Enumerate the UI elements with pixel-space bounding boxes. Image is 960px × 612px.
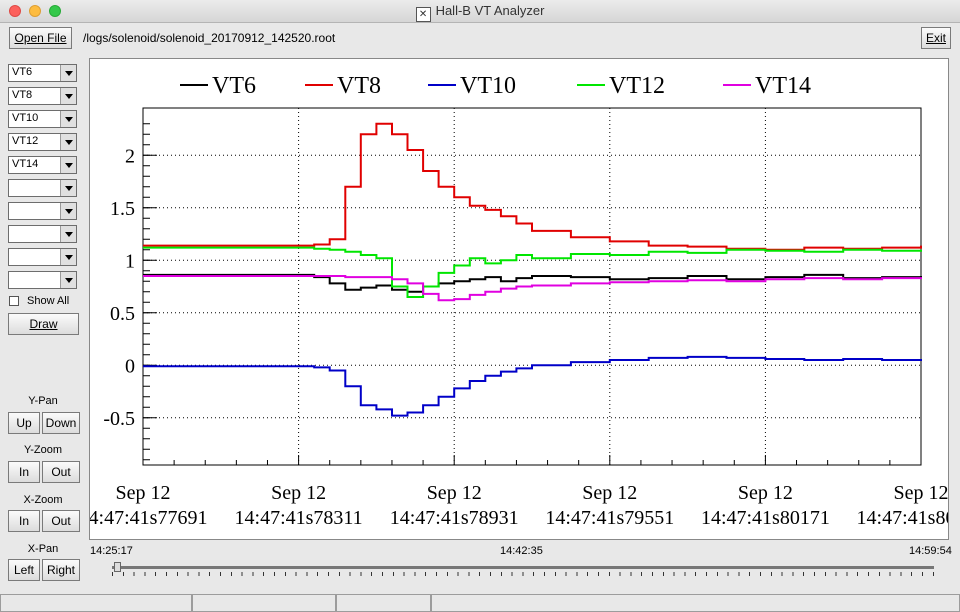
y-tick-label: 1	[125, 250, 135, 272]
status-field-4	[431, 594, 960, 612]
legend-label-vt12: VT12	[609, 73, 665, 99]
status-field-1	[0, 594, 192, 612]
legend-label-vt6: VT6	[212, 73, 256, 99]
y-tick-label: -0.5	[103, 408, 135, 430]
y-zoom-label: Y-Zoom	[23, 444, 63, 456]
series-select-3[interactable]: VT10	[8, 110, 77, 128]
x-pan-right-button[interactable]: Right	[42, 559, 80, 581]
series-select-6[interactable]	[8, 179, 77, 197]
x-tick-date-label: Sep 12	[427, 482, 482, 504]
legend-label-vt8: VT8	[337, 73, 381, 99]
x-tick-time-label: 14:47:41s78311	[235, 507, 363, 529]
legend-label-vt10: VT10	[460, 73, 516, 99]
x-tick-time-label: 14:47:41s79551	[545, 507, 674, 529]
x-tick-date-label: Sep 12	[738, 482, 793, 504]
status-field-2	[192, 594, 336, 612]
y-tick-label: 2	[125, 145, 135, 167]
y-pan-label: Y-Pan	[28, 395, 58, 407]
close-window-button[interactable]	[9, 5, 21, 17]
series-line-vt12	[143, 246, 922, 298]
x-tick-time-label: 14:47:41s80791	[857, 507, 948, 529]
x11-icon: ✕	[415, 7, 431, 22]
show-all-label: Show All	[27, 295, 70, 307]
x-pan-label: X-Pan	[27, 543, 59, 555]
chevron-down-icon	[60, 272, 76, 288]
series-line-vt6	[143, 273, 922, 293]
zoom-window-button[interactable]	[49, 5, 61, 17]
chevron-down-icon	[60, 226, 76, 242]
chevron-down-icon	[60, 203, 76, 219]
plot-frame	[142, 107, 922, 466]
series-line-vt10	[143, 355, 922, 417]
minimize-window-button[interactable]	[29, 5, 41, 17]
x-pan-left-button[interactable]: Left	[8, 559, 40, 581]
chevron-down-icon	[60, 249, 76, 265]
series-select-1[interactable]: VT6	[8, 64, 77, 82]
y-zoom-in-button[interactable]: In	[8, 461, 40, 483]
x-zoom-out-button[interactable]: Out	[42, 510, 80, 532]
y-zoom-out-button[interactable]: Out	[42, 461, 80, 483]
y-tick-label: 1.5	[110, 198, 135, 220]
series-select-10[interactable]	[8, 271, 77, 289]
chevron-down-icon	[60, 180, 76, 196]
x-tick-date-label: Sep 12	[582, 482, 637, 504]
x-tick-time-label: 14:47:41s80171	[701, 507, 830, 529]
time-slider-handle[interactable]	[114, 562, 121, 572]
chevron-down-icon	[60, 134, 76, 150]
show-all-checkbox[interactable]	[9, 296, 19, 306]
x-tick-time-label: 14:47:41s78931	[390, 507, 519, 529]
x-tick-date-label: Sep 12	[116, 482, 171, 504]
y-tick-label: 0.5	[110, 303, 135, 325]
draw-button[interactable]: Draw	[8, 313, 79, 335]
series-select-4[interactable]: VT12	[8, 133, 77, 151]
series-line-vt14	[143, 275, 922, 302]
open-file-button[interactable]: Open File	[9, 27, 72, 49]
y-pan-down-button[interactable]: Down	[42, 412, 80, 434]
series-select-8[interactable]	[8, 225, 77, 243]
chevron-down-icon	[60, 65, 76, 81]
series-select-7[interactable]	[8, 202, 77, 220]
status-field-3	[336, 594, 431, 612]
chevron-down-icon	[60, 111, 76, 127]
time-series-chart[interactable]: -0.5 0 0.5 1 1.5 2 Sep 12 14:47:41s77691 Sep 12 1…	[79, 59, 960, 539]
time-slider-ticks	[112, 572, 934, 576]
series-select-9[interactable]	[8, 248, 77, 266]
time-start-label: 14:25:17	[90, 545, 133, 557]
y-tick-label: 0	[125, 355, 135, 377]
series-select-5[interactable]: VT14	[8, 156, 77, 174]
title-bar: ✕ Hall-B VT Analyzer	[0, 0, 960, 23]
time-mid-label: 14:42:35	[500, 545, 543, 557]
plot-panel[interactable]: -0.5 0 0.5 1 1.5 2 Sep 12 14:47:41s77691 Sep 12 1…	[79, 58, 960, 540]
time-end-label: 14:59:54	[909, 545, 952, 557]
x-zoom-in-button[interactable]: In	[8, 510, 40, 532]
window-title: ✕ Hall-B VT Analyzer	[0, 3, 960, 22]
x-tick-time-label: 14:47:41s77691	[90, 507, 207, 529]
x-tick-date-label: Sep 12	[271, 482, 326, 504]
chevron-down-icon	[60, 157, 76, 173]
legend-label-vt14: VT14	[755, 73, 811, 99]
file-path-label: /logs/solenoid/solenoid_20170912_142520.…	[83, 31, 336, 45]
x-tick-date-label: Sep 12	[894, 482, 949, 504]
exit-button[interactable]: Exit	[921, 27, 951, 49]
y-pan-up-button[interactable]: Up	[8, 412, 40, 434]
series-select-2[interactable]: VT8	[8, 87, 77, 105]
time-slider-track[interactable]	[112, 566, 934, 569]
x-zoom-label: X-Zoom	[23, 494, 63, 506]
chevron-down-icon	[60, 88, 76, 104]
